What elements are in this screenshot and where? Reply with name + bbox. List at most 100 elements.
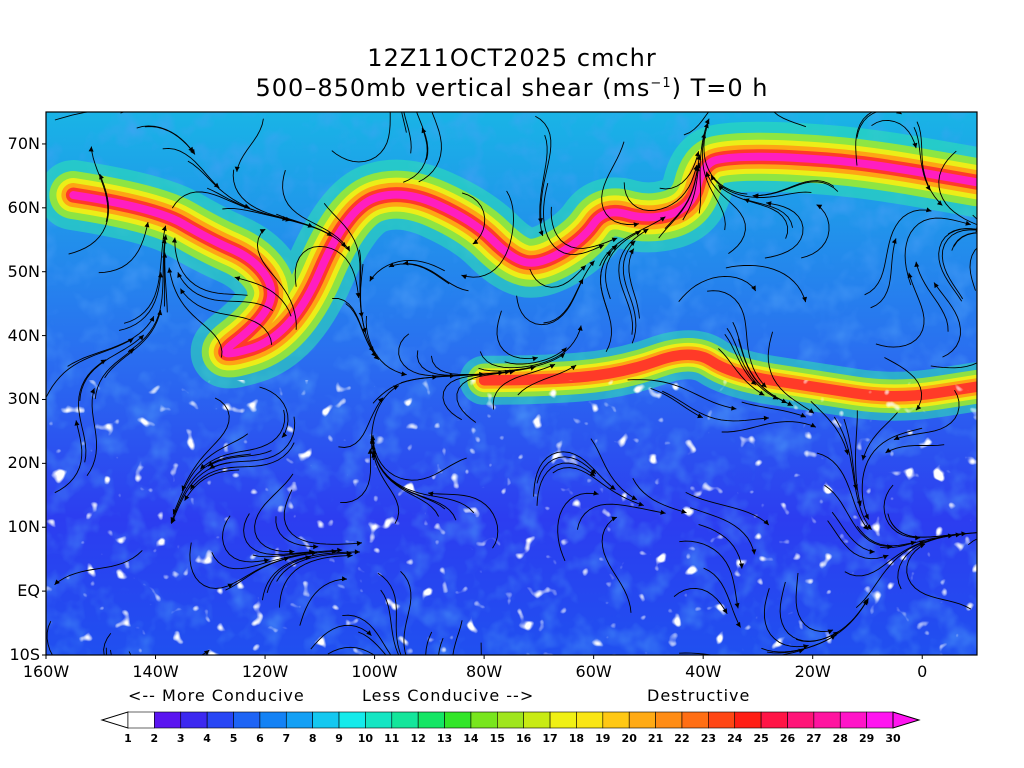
streamline-arrowhead xyxy=(530,365,536,371)
streamline-arrowhead xyxy=(367,448,373,454)
lon-label: 120W xyxy=(241,662,289,681)
streamline xyxy=(690,507,755,555)
streamline xyxy=(372,435,467,481)
streamline-arrowhead xyxy=(355,292,361,298)
streamline-arrowhead xyxy=(785,77,790,82)
streamline xyxy=(259,386,289,438)
colorbar-label: 17 xyxy=(542,732,558,745)
streamline xyxy=(252,549,343,558)
streamline-arrowhead xyxy=(926,207,932,213)
streamline xyxy=(855,410,862,507)
streamline-arrowhead xyxy=(827,629,834,635)
streamline xyxy=(718,184,789,239)
streamline xyxy=(718,348,765,396)
colorbar-label: 25 xyxy=(753,732,769,745)
streamline xyxy=(543,182,605,255)
streamline-arrowhead xyxy=(580,265,586,271)
streamline-arrowhead xyxy=(347,553,353,558)
streamline-arrowhead xyxy=(925,185,931,191)
streamline xyxy=(969,247,977,291)
streamline xyxy=(418,112,442,183)
streamline-arrowhead xyxy=(180,288,186,295)
streamline-arrowhead xyxy=(988,529,993,534)
streamline xyxy=(843,418,857,490)
streamline-arrowhead xyxy=(638,501,644,507)
streamline-arrowhead xyxy=(735,621,741,628)
streamline xyxy=(162,147,220,189)
streamline-arrowhead xyxy=(711,175,716,181)
streamline-arrowhead xyxy=(861,454,867,461)
streamline xyxy=(732,322,793,407)
streamline-arrowhead xyxy=(149,316,155,322)
streamline xyxy=(388,263,450,285)
streamline xyxy=(885,444,945,454)
streamline-arrowhead xyxy=(810,422,816,428)
streamline xyxy=(622,240,637,344)
streamline-arrowhead xyxy=(751,285,756,291)
colorbar-label: 26 xyxy=(779,732,796,745)
colorbar-label: 21 xyxy=(647,732,664,745)
lat-label: 20N xyxy=(7,453,40,473)
streamline xyxy=(380,589,400,655)
streamline xyxy=(492,363,556,410)
streamline-arrowhead xyxy=(369,437,375,443)
streamline xyxy=(278,555,353,608)
streamline-arrowhead xyxy=(912,142,918,149)
streamline xyxy=(706,112,708,113)
streamline xyxy=(529,265,587,288)
streamline xyxy=(725,264,807,303)
streamline-arrowhead xyxy=(423,79,428,85)
streamline xyxy=(618,228,649,335)
streamline xyxy=(705,171,746,254)
streamline-arrowhead xyxy=(509,369,515,375)
streamline-arrowhead xyxy=(88,146,94,152)
streamline-arrowhead xyxy=(731,405,737,411)
colorbar-label: 11 xyxy=(384,732,400,745)
streamline-arrowhead xyxy=(90,388,95,394)
streamline xyxy=(189,542,234,589)
streamline xyxy=(171,191,288,221)
colorbar-label: 9 xyxy=(335,732,343,745)
streamline xyxy=(67,315,155,367)
low-shear-white-patches xyxy=(46,380,977,655)
streamline-arrowhead xyxy=(577,325,583,331)
streamline-arrowhead xyxy=(354,549,360,555)
streamline-arrowhead xyxy=(862,599,868,606)
streamline xyxy=(340,448,372,503)
streamline-arrowhead xyxy=(864,513,869,520)
streamline xyxy=(773,112,807,128)
streamline-arrowhead xyxy=(896,107,902,112)
streamline-arrowhead xyxy=(144,222,150,228)
streamline-arrowhead xyxy=(611,237,618,243)
streamline-arrowhead xyxy=(549,364,556,369)
streamline xyxy=(371,385,400,461)
colorbar-label: 4 xyxy=(203,732,211,745)
streamline-arrowhead xyxy=(718,185,724,191)
streamline xyxy=(403,263,469,292)
streamline xyxy=(767,331,815,414)
streamline-arrowhead xyxy=(805,74,810,79)
streamline xyxy=(207,450,272,467)
colorbar-label: 24 xyxy=(727,732,743,745)
streamline-arrowhead xyxy=(356,541,362,546)
streamline xyxy=(724,334,757,386)
streamline xyxy=(536,456,597,484)
streamline-arrowhead xyxy=(171,237,177,243)
lon-label: 140W xyxy=(132,662,179,681)
streamline xyxy=(871,119,917,149)
streamline-arrowhead xyxy=(750,379,757,385)
streamline-arrowhead xyxy=(281,432,288,438)
streamline xyxy=(452,620,463,655)
streamline-arrowhead xyxy=(937,200,943,206)
streamline-arrowhead xyxy=(907,272,913,279)
streamline xyxy=(294,245,360,299)
streamline xyxy=(855,112,902,166)
streamline-arrowhead xyxy=(128,338,134,344)
subtitle-unit-exponent: −1 xyxy=(650,76,672,91)
streamline xyxy=(276,552,352,582)
streamline-arrowhead xyxy=(171,518,176,524)
streamline xyxy=(372,444,439,517)
streamline-arrowhead xyxy=(611,516,617,522)
streamline-arrowhead xyxy=(589,471,596,477)
streamline-arrowhead xyxy=(495,712,500,718)
